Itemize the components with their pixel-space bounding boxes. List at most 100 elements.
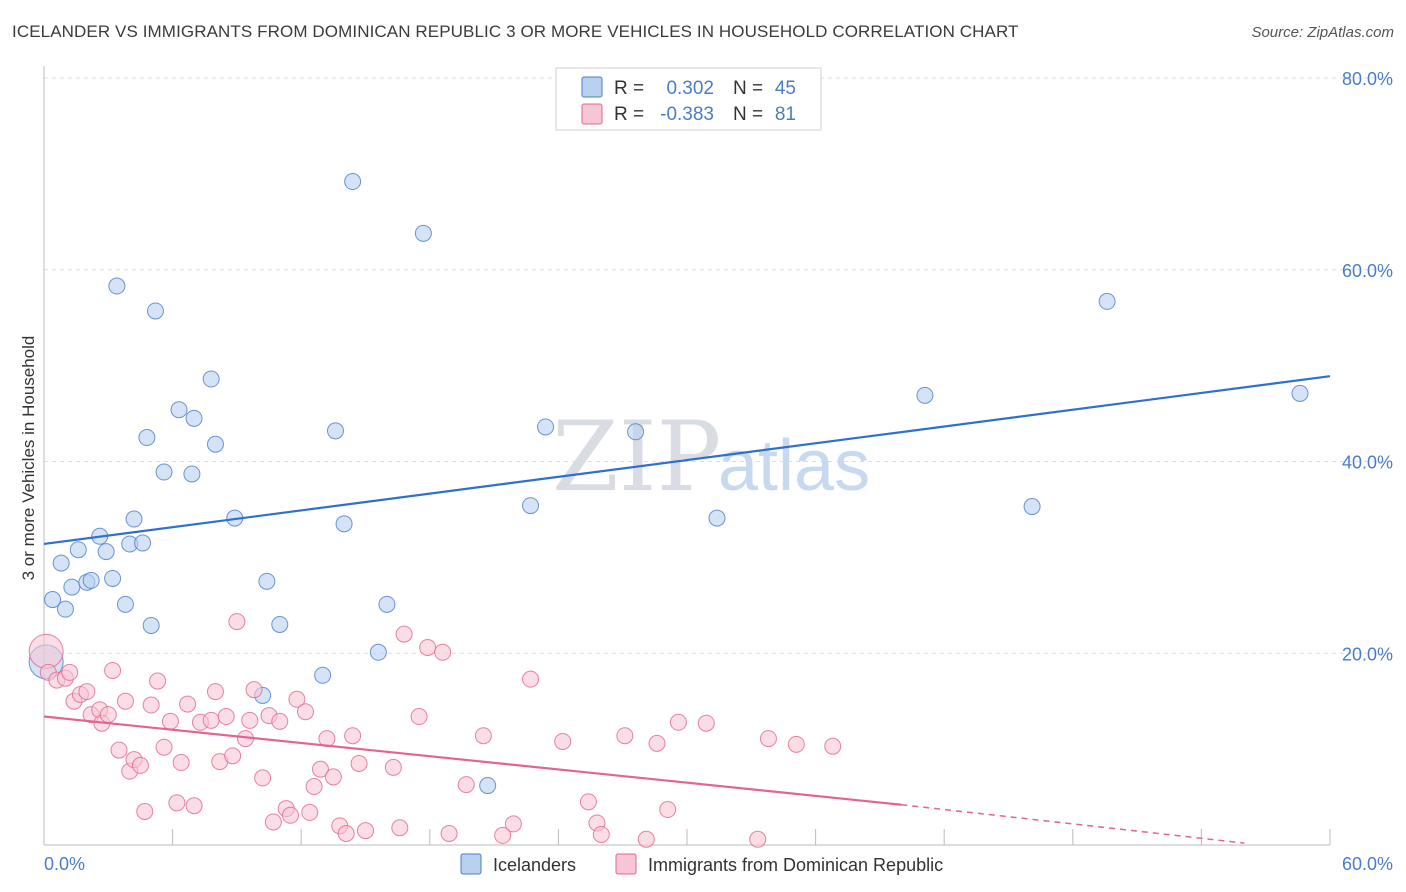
icelander-point (1023, 498, 1041, 516)
dominican-point (474, 727, 492, 745)
icelander-point (97, 543, 115, 561)
dominican-point (149, 672, 167, 690)
dominican-point (494, 826, 512, 844)
icelander-point (369, 643, 387, 661)
dominican-point (440, 824, 458, 842)
watermark-atlas: atlas (718, 426, 870, 506)
y-tick-label: 40.0% (1342, 453, 1393, 473)
dominican-point (110, 741, 128, 759)
icelander-point (108, 277, 126, 295)
axes-layer (43, 66, 1331, 846)
y-tick-labels: 20.0% 40.0% 60.0% 80.0% (1342, 69, 1393, 664)
icelander-point (916, 386, 934, 404)
icelander-point (202, 370, 220, 388)
dominican-point (78, 683, 96, 701)
x-tick-label-max: 60.0% (1342, 854, 1393, 874)
legend-swatch-dominican (615, 853, 637, 875)
legend-label-icelanders: Icelanders (493, 855, 576, 875)
icelander-point (378, 595, 396, 613)
icelander-point (134, 534, 152, 552)
icelander-point (146, 302, 164, 320)
icelander-point (125, 510, 143, 528)
dominican-point (172, 754, 190, 772)
stats-r-label-pink: R = (614, 104, 644, 125)
stats-n-value-pink: 81 (775, 104, 796, 125)
x-tick-label-min: 0.0% (44, 854, 85, 874)
dominican-point (264, 813, 282, 831)
dominican-point (391, 819, 409, 837)
dominican-point (305, 778, 323, 796)
icelander-point (479, 777, 497, 795)
dominican-point (457, 776, 475, 794)
dominican-point (579, 793, 597, 811)
legend-label-dominican: Immigrants from Dominican Republic (648, 855, 943, 875)
dominican-point (697, 714, 715, 732)
dominican-point (136, 802, 154, 820)
stats-n-value-blue: 45 (775, 78, 796, 99)
icelander-point (52, 554, 70, 572)
stats-swatch-blue (581, 76, 603, 98)
dominican-point (648, 734, 666, 752)
stats-r-value-blue: 0.302 (666, 78, 714, 99)
watermark-zip: ZIP (552, 401, 721, 513)
dominican-point (288, 690, 306, 708)
dominican-point (161, 712, 179, 730)
icelander-point (206, 435, 224, 453)
icelander-point (335, 515, 353, 533)
icelander-point (271, 615, 289, 633)
stats-n-label-blue: N = (733, 78, 763, 99)
dominican-point (324, 768, 342, 786)
icelander-point (522, 497, 540, 515)
dominican-point (616, 727, 634, 745)
icelander-point (138, 429, 156, 447)
icelander-point (344, 173, 362, 191)
dominican-point (99, 706, 117, 724)
icelander-point (708, 509, 726, 527)
dominican-point (759, 730, 777, 748)
dominican-point (296, 703, 314, 721)
dominican-point (168, 794, 186, 812)
icelander-point (1291, 384, 1309, 402)
legend-swatch-icelanders (460, 853, 482, 875)
dominican-point (228, 613, 246, 631)
dominican-point (659, 801, 677, 819)
y-tick-label: 20.0% (1342, 644, 1393, 664)
dominican-point (311, 760, 329, 778)
dominican-point (344, 727, 362, 745)
dominican-point (28, 633, 64, 669)
dominican-point (395, 625, 413, 643)
stats-legend: R = 0.302 N = 45 R = -0.383 N = 81 (555, 67, 822, 131)
dominican-point (350, 755, 368, 773)
dominican-point (202, 711, 220, 729)
icelander-point (155, 463, 173, 481)
dominican-trend-line (43, 715, 902, 806)
icelander-point (414, 224, 432, 242)
chart-title: ICELANDER VS IMMIGRANTS FROM DOMINICAN R… (12, 22, 1019, 41)
dominican-point (787, 735, 805, 753)
dominican-point (384, 758, 402, 776)
icelander-trend-line (43, 375, 1331, 546)
icelander-point (314, 666, 332, 684)
x-tick-labels: 0.0% 60.0% (44, 854, 1393, 874)
icelander-point (185, 409, 203, 427)
icelander-point (82, 571, 100, 589)
stats-n-label-pink: N = (733, 104, 763, 125)
dominican-point (116, 692, 134, 710)
y-tick-label: 80.0% (1342, 69, 1393, 89)
stats-r-value-pink: -0.383 (660, 104, 714, 125)
dominican-point (206, 683, 224, 701)
dominican-point (245, 681, 263, 699)
dominican-point (185, 797, 203, 815)
icelander-point (104, 569, 122, 587)
dominican-point (522, 670, 540, 688)
dominican-point (61, 663, 79, 681)
dominican-point (224, 747, 242, 765)
stats-swatch-pink (581, 103, 603, 125)
icelander-point (627, 423, 645, 441)
dominican-point (142, 696, 160, 714)
dominican-point (410, 708, 428, 726)
dominican-point (419, 638, 437, 656)
grid-layer (44, 77, 1392, 654)
dominican-point (337, 824, 355, 842)
